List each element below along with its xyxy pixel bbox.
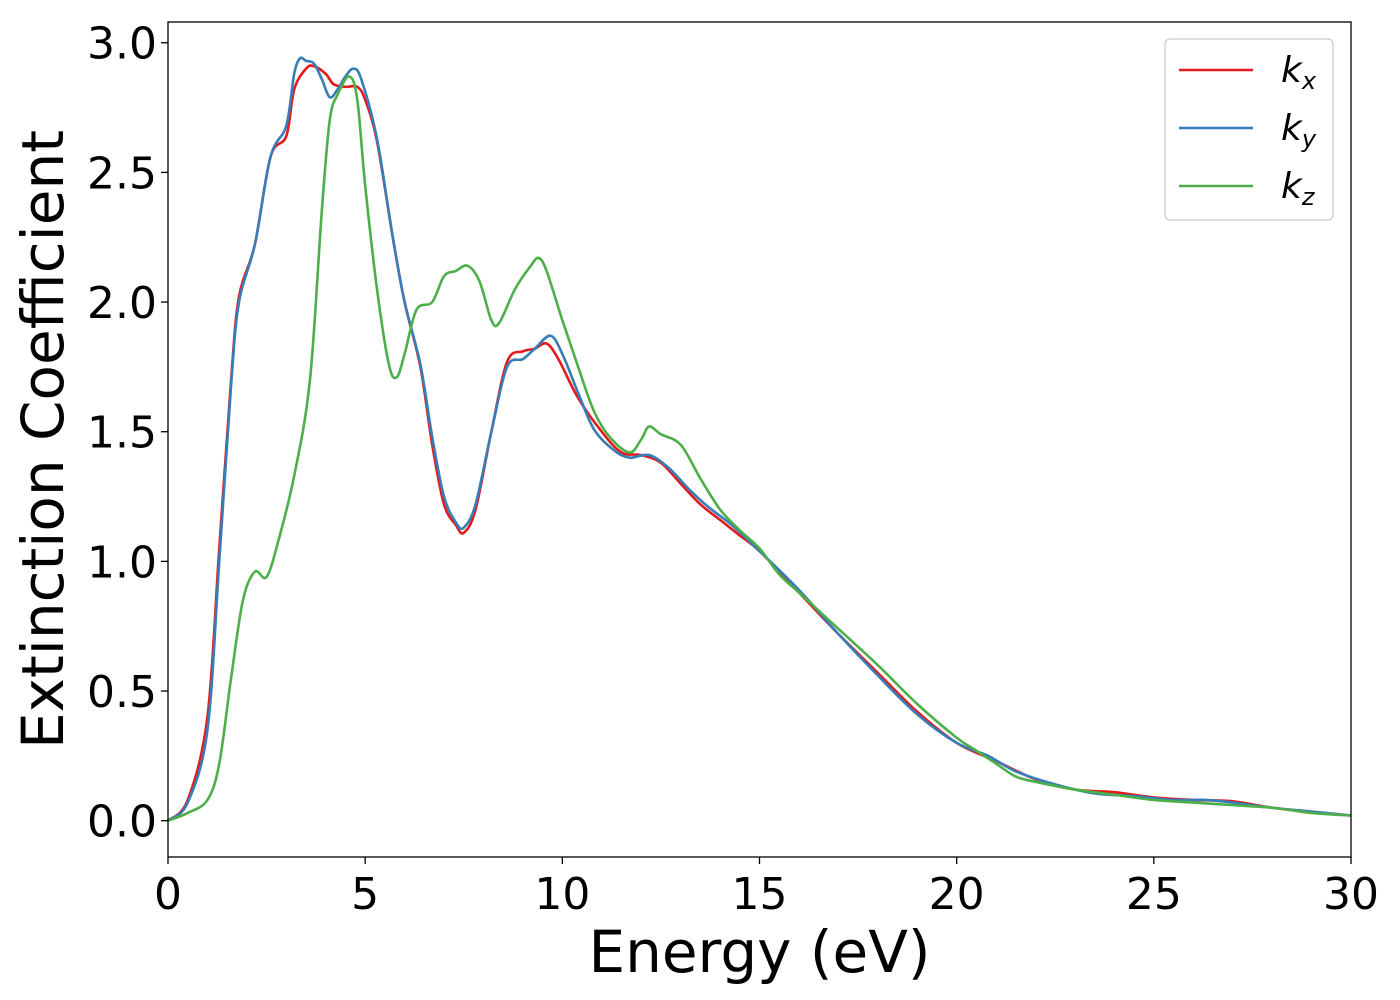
y-tick-label: 0.5 (87, 667, 157, 718)
x-tick-label: 30 (1323, 869, 1379, 920)
x-tick-label: 20 (929, 869, 985, 920)
x-tick-label: 10 (534, 869, 590, 920)
legend-label-y: ky (1281, 108, 1317, 153)
x-tick-label: 0 (154, 869, 182, 920)
x-tick-label: 5 (351, 869, 379, 920)
y-tick-label: 2.0 (87, 278, 157, 329)
legend-label-z: kz (1281, 166, 1316, 211)
x-tick-label: 25 (1126, 869, 1182, 920)
legend: kx ky kz (1164, 38, 1334, 221)
y-tick-label: 1.5 (87, 408, 157, 459)
legend-box (1164, 38, 1334, 221)
y-axis-ticks: 0.0 0.5 1.0 1.5 2.0 2.5 3.0 (87, 19, 168, 848)
series-layer (167, 56, 1352, 822)
series-line-z (167, 75, 1352, 822)
y-tick-label: 0.0 (87, 797, 157, 848)
x-axis-label: Energy (eV) (588, 918, 930, 986)
y-tick-label: 2.5 (87, 148, 157, 199)
y-tick-label: 3.0 (87, 19, 157, 70)
y-axis-label: Extinction Coefficient (9, 130, 77, 749)
legend-label-x: kx (1281, 50, 1317, 95)
x-axis-ticks: 0 5 10 15 20 25 30 (154, 857, 1379, 920)
y-tick-label: 1.0 (87, 537, 157, 588)
x-tick-label: 15 (732, 869, 788, 920)
